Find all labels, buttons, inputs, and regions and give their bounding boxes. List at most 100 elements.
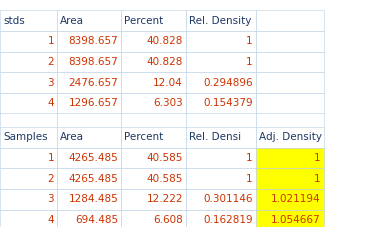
Text: 1.021194: 1.021194 bbox=[271, 194, 321, 205]
Bar bbox=[0, 210, 57, 227]
Text: 1.054667: 1.054667 bbox=[271, 215, 321, 225]
Bar bbox=[256, 148, 324, 168]
Bar bbox=[256, 52, 324, 72]
Bar bbox=[0, 148, 57, 168]
Bar bbox=[121, 93, 186, 114]
Bar bbox=[0, 93, 57, 114]
Bar bbox=[186, 52, 256, 72]
Text: Area: Area bbox=[60, 15, 84, 26]
Text: 12.222: 12.222 bbox=[146, 194, 183, 205]
Text: 6.608: 6.608 bbox=[153, 215, 183, 225]
Text: 1: 1 bbox=[314, 153, 321, 163]
Text: 40.585: 40.585 bbox=[146, 174, 183, 184]
Text: 2: 2 bbox=[47, 174, 54, 184]
Bar bbox=[256, 93, 324, 114]
Bar bbox=[57, 189, 121, 210]
Text: 1: 1 bbox=[47, 36, 54, 46]
Bar bbox=[57, 114, 121, 134]
Bar bbox=[186, 93, 256, 114]
Text: 2: 2 bbox=[47, 57, 54, 67]
Text: 3: 3 bbox=[47, 194, 54, 205]
Bar bbox=[186, 10, 256, 31]
Bar bbox=[0, 189, 57, 210]
Text: 40.585: 40.585 bbox=[146, 153, 183, 163]
Bar bbox=[0, 31, 57, 52]
Text: 4: 4 bbox=[47, 215, 54, 225]
Text: 694.485: 694.485 bbox=[75, 215, 118, 225]
Text: 8398.657: 8398.657 bbox=[69, 57, 118, 67]
Bar bbox=[0, 114, 57, 134]
Text: 40.828: 40.828 bbox=[146, 36, 183, 46]
Text: Samples: Samples bbox=[3, 132, 47, 143]
Bar bbox=[256, 10, 324, 31]
Bar bbox=[186, 72, 256, 93]
Text: 1: 1 bbox=[246, 174, 253, 184]
Bar bbox=[57, 168, 121, 189]
Bar bbox=[57, 31, 121, 52]
Bar bbox=[256, 168, 324, 189]
Bar bbox=[0, 10, 57, 31]
Bar bbox=[186, 189, 256, 210]
Text: 1: 1 bbox=[246, 36, 253, 46]
Bar bbox=[121, 189, 186, 210]
Text: 2476.657: 2476.657 bbox=[69, 77, 118, 88]
Bar bbox=[121, 52, 186, 72]
Text: 0.154379: 0.154379 bbox=[203, 98, 253, 108]
Bar bbox=[256, 210, 324, 227]
Bar bbox=[121, 31, 186, 52]
Bar bbox=[0, 127, 57, 148]
Bar bbox=[256, 127, 324, 148]
Text: 1296.657: 1296.657 bbox=[69, 98, 118, 108]
Text: Rel. Density: Rel. Density bbox=[189, 15, 251, 26]
Text: 4: 4 bbox=[47, 98, 54, 108]
Bar bbox=[57, 127, 121, 148]
Bar bbox=[186, 114, 256, 134]
Text: 1: 1 bbox=[314, 174, 321, 184]
Text: Percent: Percent bbox=[124, 15, 164, 26]
Text: 1: 1 bbox=[246, 57, 253, 67]
Bar bbox=[186, 127, 256, 148]
Bar bbox=[57, 148, 121, 168]
Text: 1284.485: 1284.485 bbox=[69, 194, 118, 205]
Bar bbox=[121, 72, 186, 93]
Text: 40.828: 40.828 bbox=[146, 57, 183, 67]
Bar bbox=[186, 210, 256, 227]
Text: Adj. Density: Adj. Density bbox=[259, 132, 322, 143]
Bar bbox=[256, 114, 324, 134]
Text: 0.301146: 0.301146 bbox=[203, 194, 253, 205]
Text: 3: 3 bbox=[47, 77, 54, 88]
Bar bbox=[0, 52, 57, 72]
Bar bbox=[256, 72, 324, 93]
Text: Percent: Percent bbox=[124, 132, 164, 143]
Text: 12.04: 12.04 bbox=[153, 77, 183, 88]
Text: 4265.485: 4265.485 bbox=[69, 153, 118, 163]
Text: stds: stds bbox=[3, 15, 25, 26]
Bar bbox=[57, 93, 121, 114]
Text: 6.303: 6.303 bbox=[153, 98, 183, 108]
Bar bbox=[121, 168, 186, 189]
Bar bbox=[121, 114, 186, 134]
Bar bbox=[186, 148, 256, 168]
Bar bbox=[121, 127, 186, 148]
Bar bbox=[57, 72, 121, 93]
Bar bbox=[57, 52, 121, 72]
Text: 8398.657: 8398.657 bbox=[69, 36, 118, 46]
Bar bbox=[121, 10, 186, 31]
Text: 4265.485: 4265.485 bbox=[69, 174, 118, 184]
Bar bbox=[121, 148, 186, 168]
Text: 0.294896: 0.294896 bbox=[203, 77, 253, 88]
Bar bbox=[256, 31, 324, 52]
Text: 0.162819: 0.162819 bbox=[203, 215, 253, 225]
Text: Area: Area bbox=[60, 132, 84, 143]
Bar bbox=[121, 210, 186, 227]
Bar bbox=[186, 168, 256, 189]
Bar bbox=[256, 189, 324, 210]
Bar bbox=[57, 210, 121, 227]
Text: 1: 1 bbox=[246, 153, 253, 163]
Bar bbox=[186, 31, 256, 52]
Bar bbox=[0, 72, 57, 93]
Text: Rel. Densi: Rel. Densi bbox=[189, 132, 241, 143]
Bar bbox=[57, 10, 121, 31]
Bar bbox=[0, 168, 57, 189]
Text: 1: 1 bbox=[47, 153, 54, 163]
